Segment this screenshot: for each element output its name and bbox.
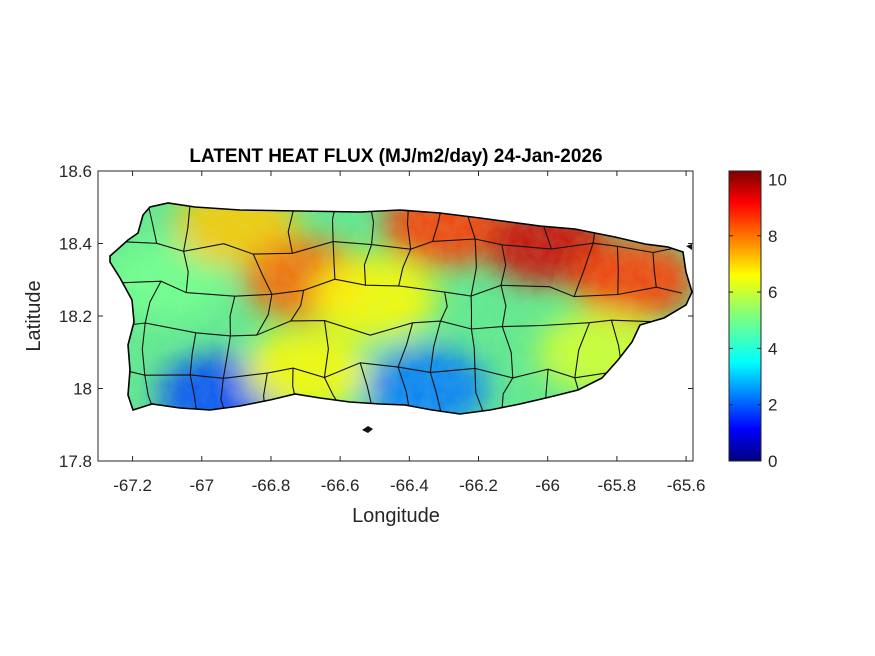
x-tick-label: -65.8 [598,476,637,495]
colorbar-tick-label: 6 [768,283,777,302]
y-tick-label: 18 [73,380,92,399]
colorbar-ticks: 10 8 6 4 2 0 [729,170,787,471]
colorbar-tick-label: 10 [768,170,787,189]
island-coastline [109,202,693,415]
y-tick-label: 18.6 [59,162,92,181]
municipality-boundary [398,248,412,287]
y-tick-label: 17.8 [59,452,92,471]
municipality-boundary [290,290,305,322]
x-tick-label: -67.2 [113,476,152,495]
heatmap-layer [109,202,693,433]
colorbar-tick-label: 4 [768,339,777,358]
municipality-boundary [229,296,236,336]
municipality-boundary [332,241,336,280]
y-tick-label: 18.2 [59,307,92,326]
x-tick-label: -66 [535,476,560,495]
municipality-boundaries [114,203,690,414]
municipality-boundary [256,294,273,336]
colorbar-tick-label: 2 [768,396,777,415]
municipality-boundary [501,326,514,378]
municipality-boundary [144,280,162,324]
islet [362,426,373,433]
y-axis: 18.6 18.4 18.2 18 17.8 [59,162,693,471]
y-axis-label: Latitude [23,280,45,351]
municipality-boundary [652,252,657,288]
x-tick-label: -66.8 [252,476,291,495]
municipality-boundary [574,322,591,378]
municipality-boundary [470,328,476,369]
municipality-boundary [397,322,414,368]
municipality-boundary [363,244,373,286]
municipality-boundary [141,322,146,376]
colorbar-tick-label: 0 [768,452,777,471]
municipality-boundary [500,244,507,286]
municipality-boundary [429,320,442,373]
municipality-boundary [500,285,507,327]
colorbar-tick-label: 8 [768,227,777,246]
municipality-boundary [359,362,374,411]
x-tick-label: -66.4 [390,476,429,495]
x-axis: -67.2 -67 -66.8 -66.6 -66.4 -66.2 -66 -65.8 -65.… [113,171,705,495]
municipality-boundary [287,209,294,254]
x-tick-label: -66.6 [321,476,360,495]
municipality-boundary [573,243,594,297]
municipality-boundary [501,377,514,410]
municipality-boundary [222,335,231,379]
islet [686,244,692,250]
municipality-boundary [470,238,477,297]
municipality-boundary [252,253,273,295]
municipality-boundary [183,251,189,293]
municipality-boundary [474,368,486,414]
x-axis-label: Longitude [352,505,440,527]
chart-title: LATENT HEAT FLUX (MJ/m2/day) 24-Jan-2026 [189,146,602,167]
municipality-boundary [429,372,442,412]
municipality-boundary [323,320,329,378]
y-tick-label: 18.4 [59,235,92,254]
x-tick-label: -67 [189,476,214,495]
x-tick-label: -66.2 [459,476,498,495]
x-tick-label: -65.6 [667,476,706,495]
municipality-boundary [189,332,197,375]
colorbar [728,170,762,462]
municipality-boundary [616,246,619,295]
municipality-boundary [440,292,448,322]
municipality-boundary [183,205,191,252]
